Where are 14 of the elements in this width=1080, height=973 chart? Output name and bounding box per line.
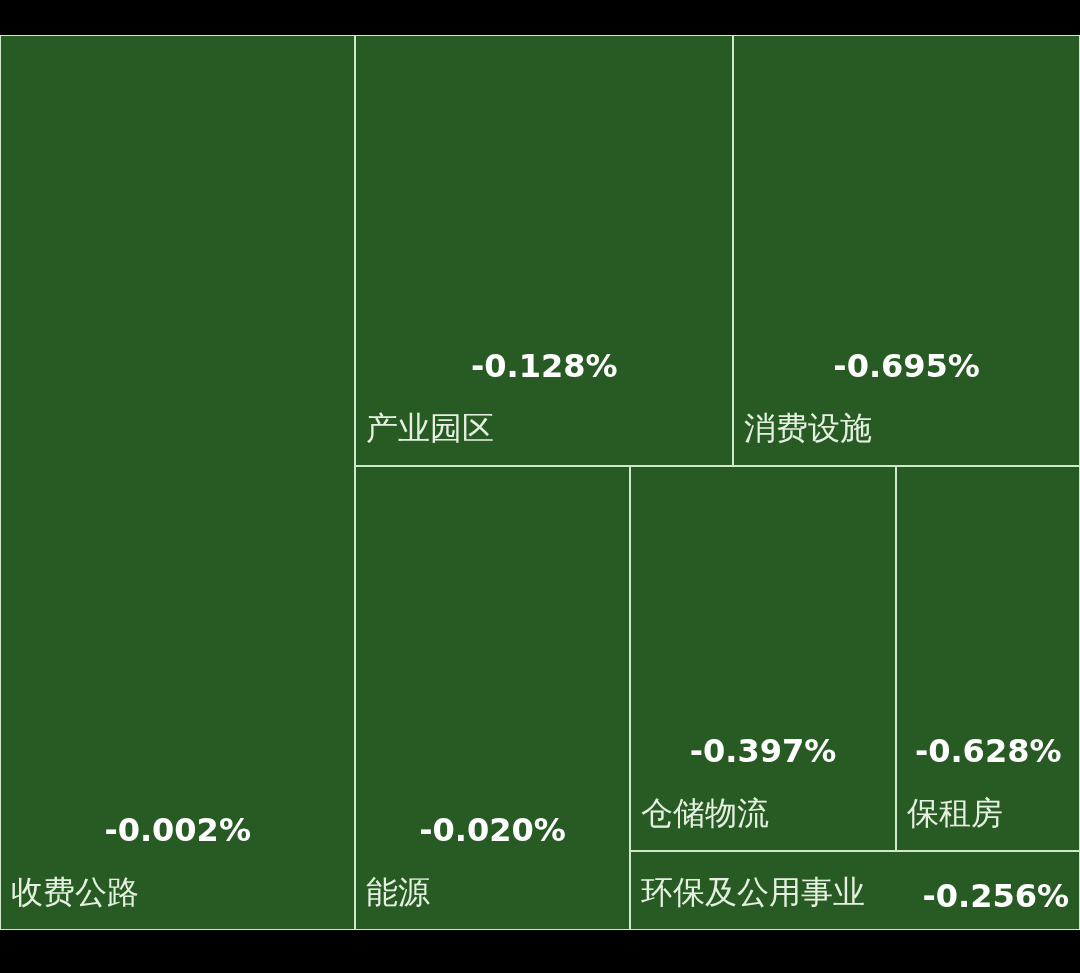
category-label: 产业园区 [366, 408, 495, 450]
data-label: -0.002% [103, 811, 252, 849]
data-label: -0.256% [922, 876, 1069, 915]
category-label: 仓储物流 [640, 793, 769, 835]
category-label: 保租房 [907, 793, 1004, 835]
category-label: 能源 [366, 872, 431, 913]
data-label: -0.020% [418, 810, 567, 849]
data-label: -0.695% [832, 347, 981, 386]
category-label: 消费设施 [744, 408, 873, 450]
data-label: -0.397% [688, 732, 838, 771]
category-label: 收费公路 [11, 872, 139, 913]
data-label: -0.628% [913, 732, 1063, 771]
data-label: -0.128% [470, 347, 619, 386]
category-label: 环保及公用事业 [640, 872, 865, 913]
